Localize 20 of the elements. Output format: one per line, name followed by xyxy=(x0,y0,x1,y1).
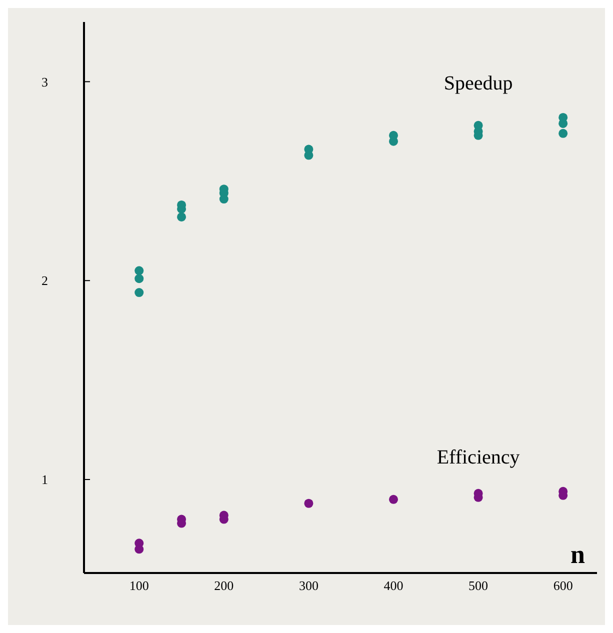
point xyxy=(388,494,398,504)
x-tick-label: 400 xyxy=(384,578,404,594)
series-label: Speedup xyxy=(444,72,513,94)
point xyxy=(134,274,144,284)
point xyxy=(134,266,144,276)
point xyxy=(558,128,568,138)
x-tick-label: 100 xyxy=(129,578,149,594)
x-tick-label: 300 xyxy=(298,578,318,594)
point xyxy=(177,212,186,222)
x-tick-label: 600 xyxy=(553,578,573,594)
y-tick-label: 3 xyxy=(42,74,48,90)
x-tick-label: 500 xyxy=(468,578,488,594)
y-tick-label: 2 xyxy=(42,273,48,288)
point xyxy=(388,136,398,146)
series-label: Efficiency xyxy=(436,446,520,468)
y-tick-label: 1 xyxy=(42,472,48,488)
x-tick-label: 200 xyxy=(214,578,234,594)
x-axis-title: n xyxy=(570,540,586,569)
point xyxy=(134,288,144,298)
point xyxy=(304,498,314,508)
